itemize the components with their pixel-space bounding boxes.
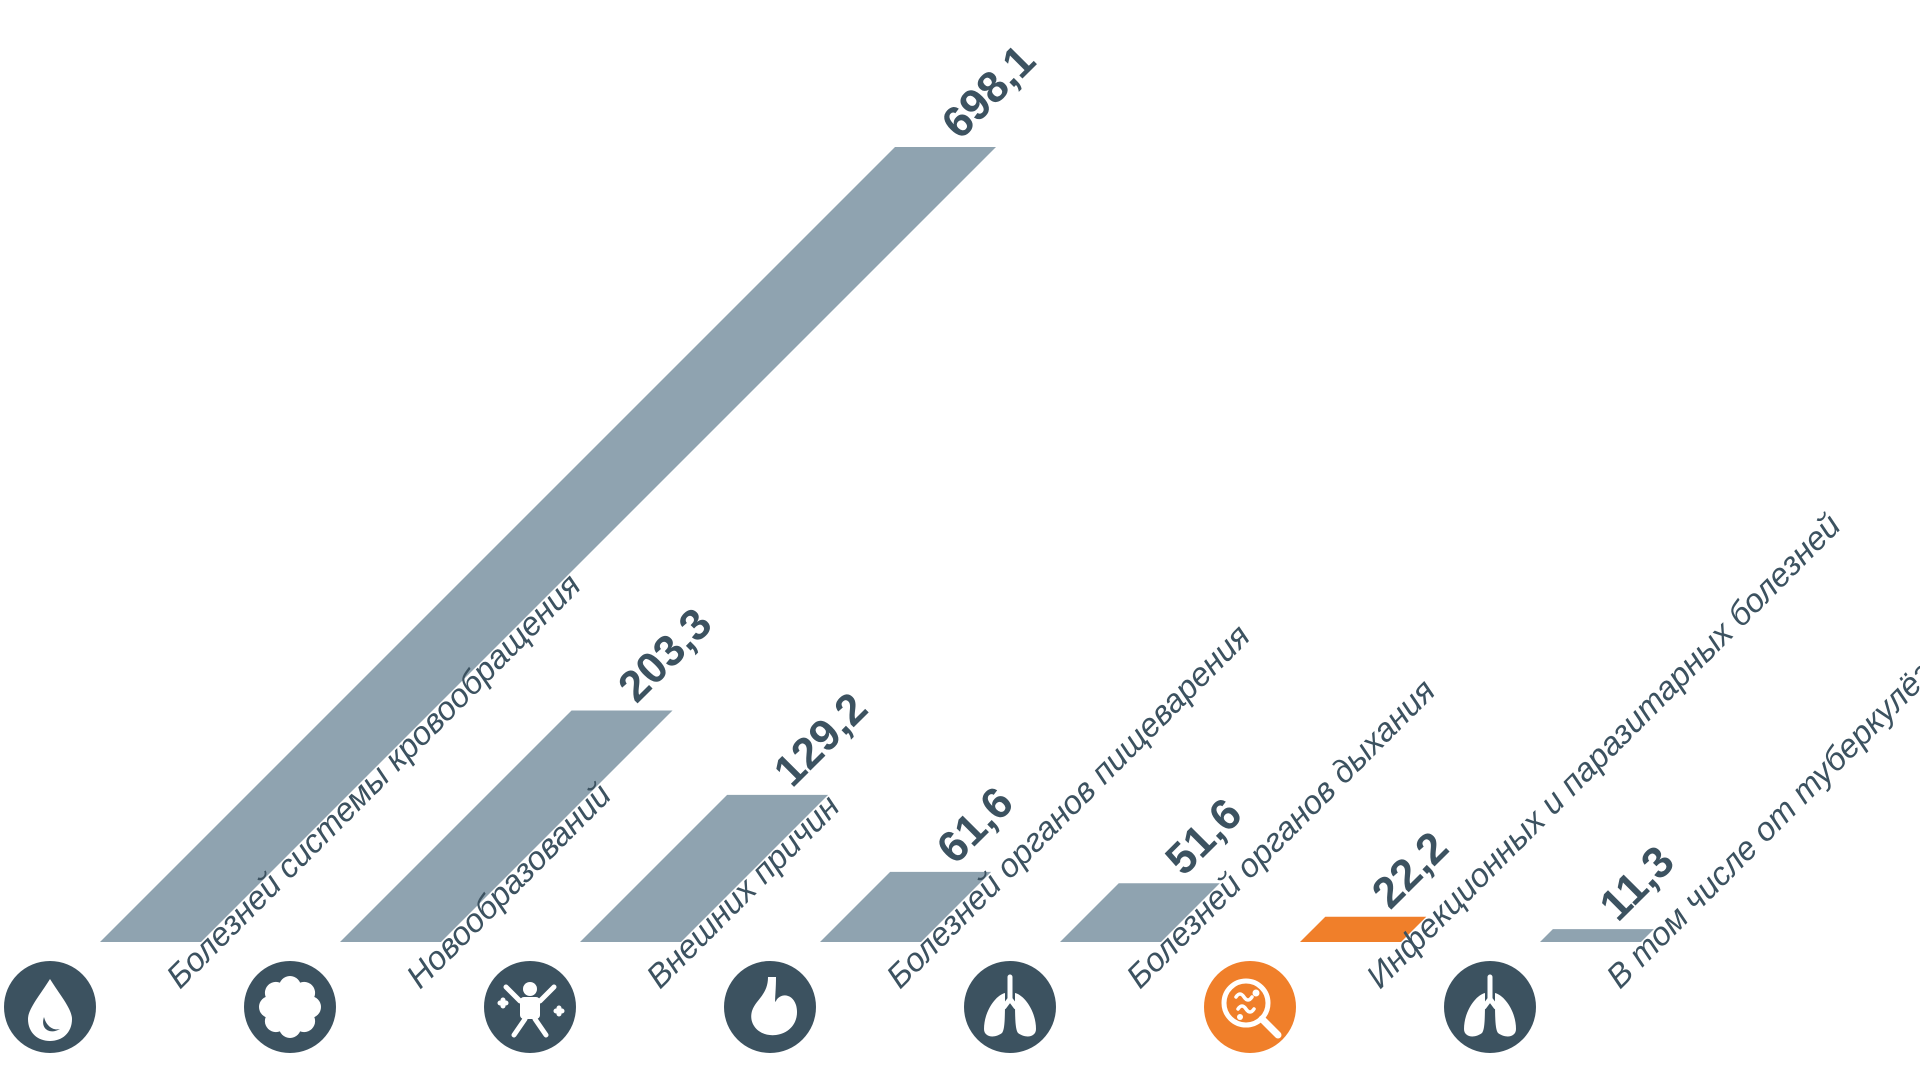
- lungs-icon: [1444, 961, 1536, 1053]
- value-label-2: 203,3: [609, 599, 722, 712]
- injured-person-icon: [484, 961, 576, 1053]
- lungs-icon: [964, 961, 1056, 1053]
- category-label-6: Инфекционных и паразитарных болезней: [1359, 506, 1848, 995]
- value-label-3: 129,2: [765, 683, 878, 796]
- value-label-1: 698,1: [932, 36, 1045, 149]
- tumor-cell-icon: [244, 961, 336, 1053]
- bacteria-icon: [1204, 961, 1296, 1053]
- stomach-icon: [724, 961, 816, 1053]
- blood-drop-icon: [4, 961, 96, 1053]
